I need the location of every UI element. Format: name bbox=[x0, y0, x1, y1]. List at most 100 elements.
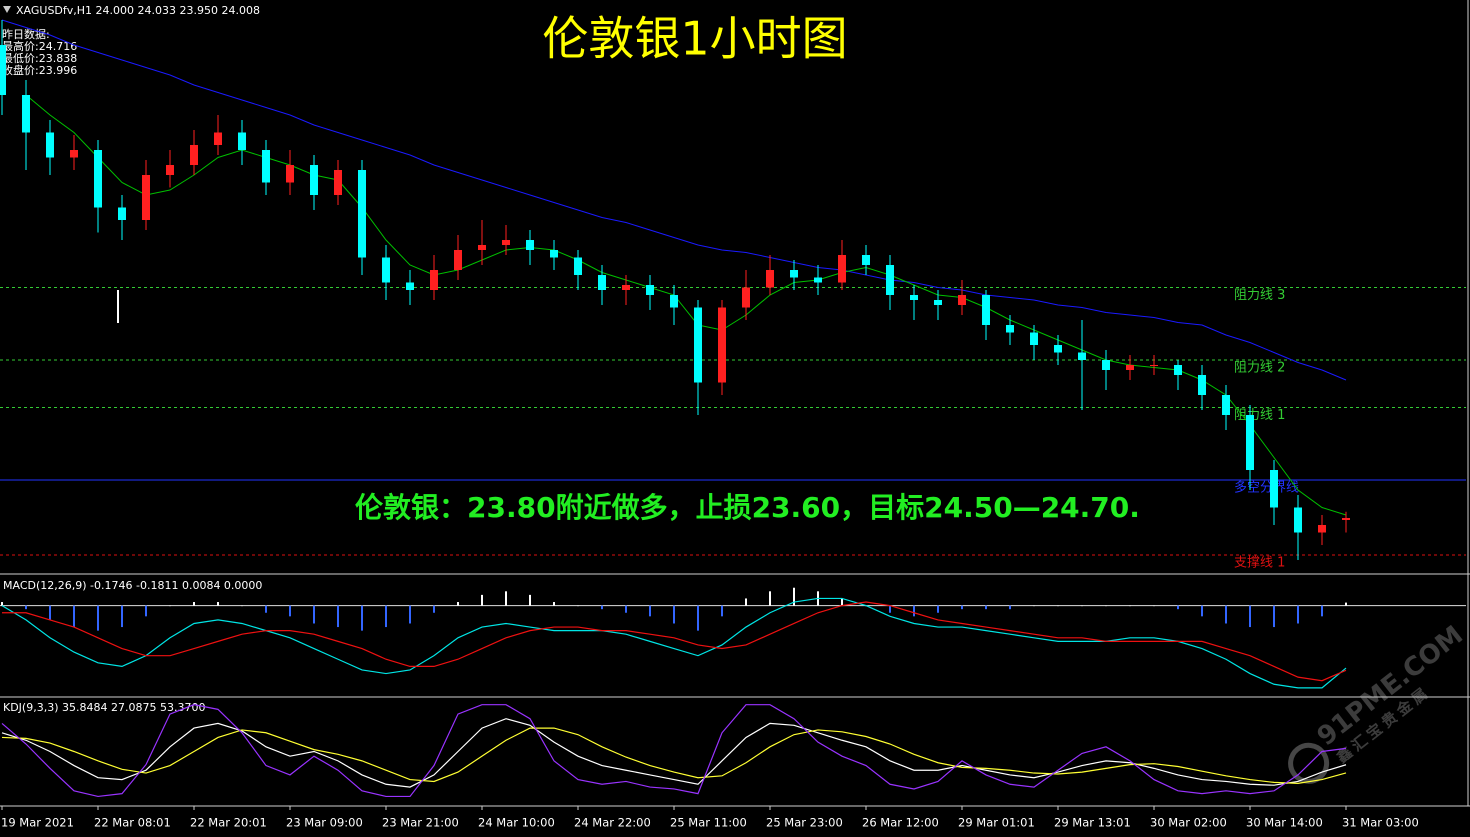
histogram-bar bbox=[625, 605, 627, 613]
candle-body bbox=[46, 132, 54, 158]
candle-body bbox=[1102, 360, 1110, 370]
candle-body bbox=[166, 165, 174, 175]
candle-body bbox=[1078, 352, 1086, 360]
candle-body bbox=[694, 307, 702, 383]
histogram-bar bbox=[937, 605, 939, 613]
menu-icon bbox=[3, 6, 11, 13]
candle-body bbox=[286, 165, 294, 183]
candle-body bbox=[1174, 365, 1182, 375]
candle-body bbox=[334, 170, 342, 195]
candle-body bbox=[766, 270, 774, 288]
histogram-bar bbox=[505, 591, 507, 606]
histogram-bar bbox=[961, 605, 963, 610]
x-tick-label: 23 Mar 09:00 bbox=[286, 816, 363, 830]
histogram-bar bbox=[217, 602, 219, 606]
candle-body bbox=[406, 282, 414, 290]
histogram-bar bbox=[889, 605, 891, 613]
candle-body bbox=[862, 255, 870, 265]
indicator-line bbox=[1, 19, 1347, 381]
histogram-bar bbox=[409, 605, 411, 624]
candle-body bbox=[1198, 375, 1206, 395]
histogram-bar bbox=[1201, 605, 1203, 617]
histogram-bar bbox=[553, 602, 555, 606]
histogram-bar bbox=[673, 605, 675, 624]
histogram-bar bbox=[601, 605, 603, 610]
histogram-bar bbox=[1153, 605, 1155, 607]
kdj-title: KDJ(9,3,3) 35.8484 27.0875 53.3700 bbox=[3, 701, 205, 714]
candle-body bbox=[550, 250, 558, 258]
candle-body bbox=[1054, 345, 1062, 353]
histogram-bar bbox=[193, 602, 195, 606]
indicator-line bbox=[2, 601, 1347, 682]
histogram-bar bbox=[1105, 605, 1107, 607]
candle-body bbox=[742, 287, 750, 308]
candle-body bbox=[454, 250, 462, 270]
candle-body bbox=[430, 270, 438, 290]
x-tick-label: 26 Mar 12:00 bbox=[862, 816, 939, 830]
candle-body bbox=[0, 45, 6, 95]
indicator-line bbox=[1, 727, 1347, 784]
histogram-bar bbox=[145, 605, 147, 617]
histogram-bar bbox=[169, 605, 171, 607]
x-tick-label: 19 Mar 2021 bbox=[1, 816, 74, 830]
candle-body bbox=[574, 257, 582, 275]
histogram-bar bbox=[241, 605, 243, 607]
candle-body bbox=[310, 165, 318, 195]
x-tick-label: 23 Mar 21:00 bbox=[382, 816, 459, 830]
candle-body bbox=[358, 170, 366, 258]
histogram-bar bbox=[721, 605, 723, 617]
macd-title: MACD(12,26,9) -0.1746 -0.1811 0.0084 0.0… bbox=[3, 579, 262, 592]
x-tick-label: 29 Mar 01:01 bbox=[958, 816, 1035, 830]
x-tick-label: 25 Mar 11:00 bbox=[670, 816, 747, 830]
candle-body bbox=[790, 270, 798, 278]
histogram-bar bbox=[457, 602, 459, 606]
prev-day-close: 收盘价:23.996 bbox=[2, 63, 77, 77]
histogram-bar bbox=[529, 594, 531, 606]
candle-body bbox=[934, 300, 942, 305]
candle-body bbox=[718, 307, 726, 383]
histogram-bar bbox=[1009, 605, 1011, 610]
candle-body bbox=[118, 207, 126, 220]
x-tick-label: 25 Mar 23:00 bbox=[766, 816, 843, 830]
candle-body bbox=[70, 150, 78, 158]
candle-body bbox=[142, 175, 150, 220]
candle-body bbox=[1222, 395, 1230, 415]
histogram-bar bbox=[361, 605, 363, 631]
histogram-bar bbox=[385, 605, 387, 628]
prev-day-low: 最低价:23.838 bbox=[2, 52, 77, 65]
histogram-bar bbox=[97, 605, 99, 631]
histogram-bar bbox=[793, 587, 795, 606]
indicator-line bbox=[1, 718, 1347, 788]
level-label: 阻力线 1 bbox=[1234, 408, 1285, 423]
histogram-bar bbox=[25, 605, 27, 610]
candle-body bbox=[1150, 365, 1158, 366]
histogram-bar bbox=[1345, 602, 1347, 606]
level-label: 支撑线 1 bbox=[1234, 556, 1285, 571]
histogram-bar bbox=[913, 605, 915, 617]
histogram-bar bbox=[769, 591, 771, 606]
annotation: 伦敦银：23.80附近做多，止损23.60，目标24.50—24.70. bbox=[355, 491, 1140, 524]
x-tick-label: 30 Mar 02:00 bbox=[1150, 816, 1227, 830]
x-tick-label: 30 Mar 14:00 bbox=[1246, 816, 1323, 830]
histogram-bar bbox=[1129, 605, 1131, 607]
candle-body bbox=[982, 295, 990, 325]
histogram-bar bbox=[121, 605, 123, 628]
histogram-bar bbox=[1033, 605, 1035, 607]
candle-body bbox=[478, 245, 486, 250]
candle-body bbox=[814, 277, 822, 283]
candle-body bbox=[958, 295, 966, 305]
candle-body bbox=[1030, 332, 1038, 345]
candle-body bbox=[838, 255, 846, 283]
histogram-bar bbox=[697, 605, 699, 631]
candle-body bbox=[1318, 525, 1326, 533]
x-tick-label: 24 Mar 22:00 bbox=[574, 816, 651, 830]
candle-body bbox=[214, 132, 222, 145]
histogram-bar bbox=[73, 605, 75, 628]
x-tick-label: 22 Mar 08:01 bbox=[94, 816, 171, 830]
x-tick-label: 29 Mar 13:01 bbox=[1054, 816, 1131, 830]
indicator-line bbox=[1, 597, 1347, 689]
indicator-line bbox=[25, 94, 1347, 516]
candle-body bbox=[886, 265, 894, 295]
